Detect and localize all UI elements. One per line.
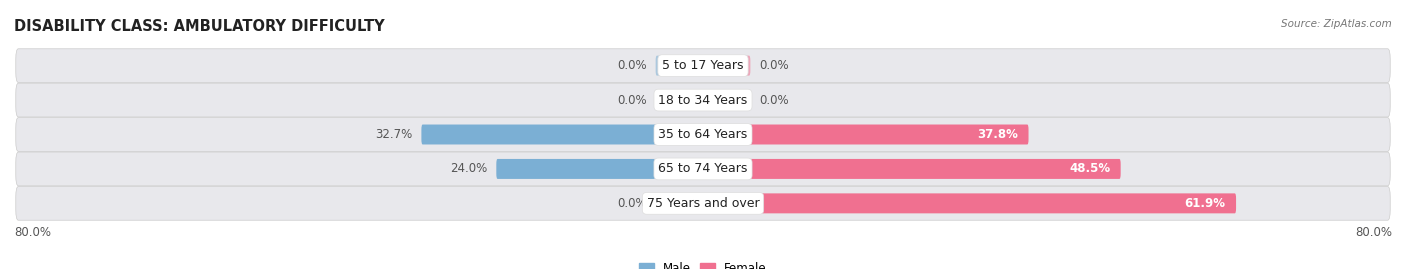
FancyBboxPatch shape xyxy=(703,56,751,76)
FancyBboxPatch shape xyxy=(15,83,1391,117)
Text: DISABILITY CLASS: AMBULATORY DIFFICULTY: DISABILITY CLASS: AMBULATORY DIFFICULTY xyxy=(14,19,385,34)
FancyBboxPatch shape xyxy=(422,125,703,144)
FancyBboxPatch shape xyxy=(655,193,703,213)
Text: 61.9%: 61.9% xyxy=(1185,197,1226,210)
Text: 24.0%: 24.0% xyxy=(450,162,488,175)
Text: 80.0%: 80.0% xyxy=(1355,226,1392,239)
Text: 0.0%: 0.0% xyxy=(759,59,789,72)
Text: Source: ZipAtlas.com: Source: ZipAtlas.com xyxy=(1281,19,1392,29)
Text: 0.0%: 0.0% xyxy=(617,59,647,72)
FancyBboxPatch shape xyxy=(655,56,703,76)
FancyBboxPatch shape xyxy=(15,49,1391,83)
FancyBboxPatch shape xyxy=(15,118,1391,151)
Text: 65 to 74 Years: 65 to 74 Years xyxy=(658,162,748,175)
Text: 80.0%: 80.0% xyxy=(14,226,51,239)
Legend: Male, Female: Male, Female xyxy=(634,258,772,269)
FancyBboxPatch shape xyxy=(703,90,751,110)
Text: 35 to 64 Years: 35 to 64 Years xyxy=(658,128,748,141)
FancyBboxPatch shape xyxy=(703,125,1029,144)
Text: 32.7%: 32.7% xyxy=(375,128,413,141)
FancyBboxPatch shape xyxy=(496,159,703,179)
Text: 75 Years and over: 75 Years and over xyxy=(647,197,759,210)
FancyBboxPatch shape xyxy=(703,159,1121,179)
Text: 0.0%: 0.0% xyxy=(759,94,789,107)
FancyBboxPatch shape xyxy=(703,193,1236,213)
FancyBboxPatch shape xyxy=(655,90,703,110)
Text: 37.8%: 37.8% xyxy=(977,128,1018,141)
Text: 48.5%: 48.5% xyxy=(1069,162,1111,175)
Text: 0.0%: 0.0% xyxy=(617,94,647,107)
FancyBboxPatch shape xyxy=(15,152,1391,186)
Text: 18 to 34 Years: 18 to 34 Years xyxy=(658,94,748,107)
FancyBboxPatch shape xyxy=(15,186,1391,220)
Text: 0.0%: 0.0% xyxy=(617,197,647,210)
Text: 5 to 17 Years: 5 to 17 Years xyxy=(662,59,744,72)
